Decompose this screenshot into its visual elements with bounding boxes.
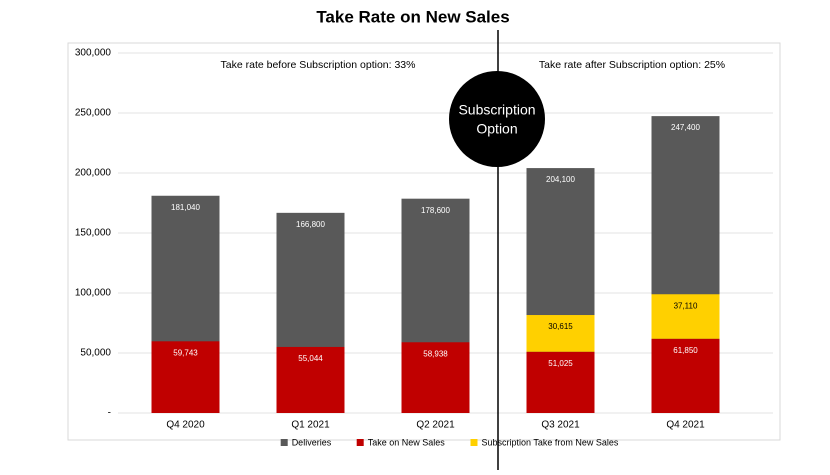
y-tick-label: 50,000 (80, 348, 111, 359)
x-tick-label: Q4 2021 (666, 420, 705, 431)
x-tick-label: Q2 2021 (416, 420, 455, 431)
data-label: 58,938 (423, 349, 448, 358)
bar-segment (526, 315, 595, 352)
chart-frame (67, 42, 781, 441)
divider-circle (449, 71, 545, 167)
annotation: Take rate after Subscription option: 25% (539, 59, 725, 71)
data-label: 59,743 (173, 348, 198, 357)
data-label: 30,615 (548, 322, 573, 331)
x-tick-label: Q3 2021 (541, 420, 580, 431)
y-tick-label: 150,000 (75, 228, 112, 239)
data-label: 55,044 (298, 354, 323, 363)
legend-label: Subscription Take from New Sales (482, 437, 619, 447)
data-label: 37,110 (674, 301, 698, 310)
legend-swatch (356, 439, 364, 446)
bar-segment (151, 341, 220, 413)
x-tick-label: Q4 2020 (166, 420, 205, 431)
data-label: 204,100 (546, 175, 575, 184)
x-tick-label: Q1 2021 (291, 420, 330, 431)
legend-label: Deliveries (292, 437, 332, 447)
y-tick-label: 300,000 (75, 48, 112, 59)
data-label: 51,025 (548, 359, 573, 368)
bar-segment (651, 294, 720, 339)
y-tick-label: 100,000 (75, 288, 112, 299)
divider-label: Subscription (458, 102, 535, 118)
y-tick-label: 250,000 (75, 108, 112, 119)
data-label: 247,400 (671, 123, 700, 132)
legend-swatch (280, 439, 288, 446)
data-label: 61,850 (673, 346, 698, 355)
y-tick-label: - (108, 408, 111, 419)
y-tick-label: 200,000 (75, 168, 112, 179)
bar-segment (651, 338, 720, 413)
divider-label: Option (476, 121, 517, 137)
bar-segment (276, 346, 345, 413)
data-label: 166,800 (296, 220, 325, 229)
data-label: 178,600 (421, 206, 450, 215)
legend-label: Take on New Sales (368, 437, 446, 447)
data-label: 181,040 (171, 203, 200, 212)
bar-segment (526, 351, 595, 413)
legend-swatch (470, 439, 478, 446)
bar-segment (401, 342, 470, 413)
annotation: Take rate before Subscription option: 33… (221, 59, 416, 71)
chart-title: Take Rate on New Sales (316, 7, 509, 26)
